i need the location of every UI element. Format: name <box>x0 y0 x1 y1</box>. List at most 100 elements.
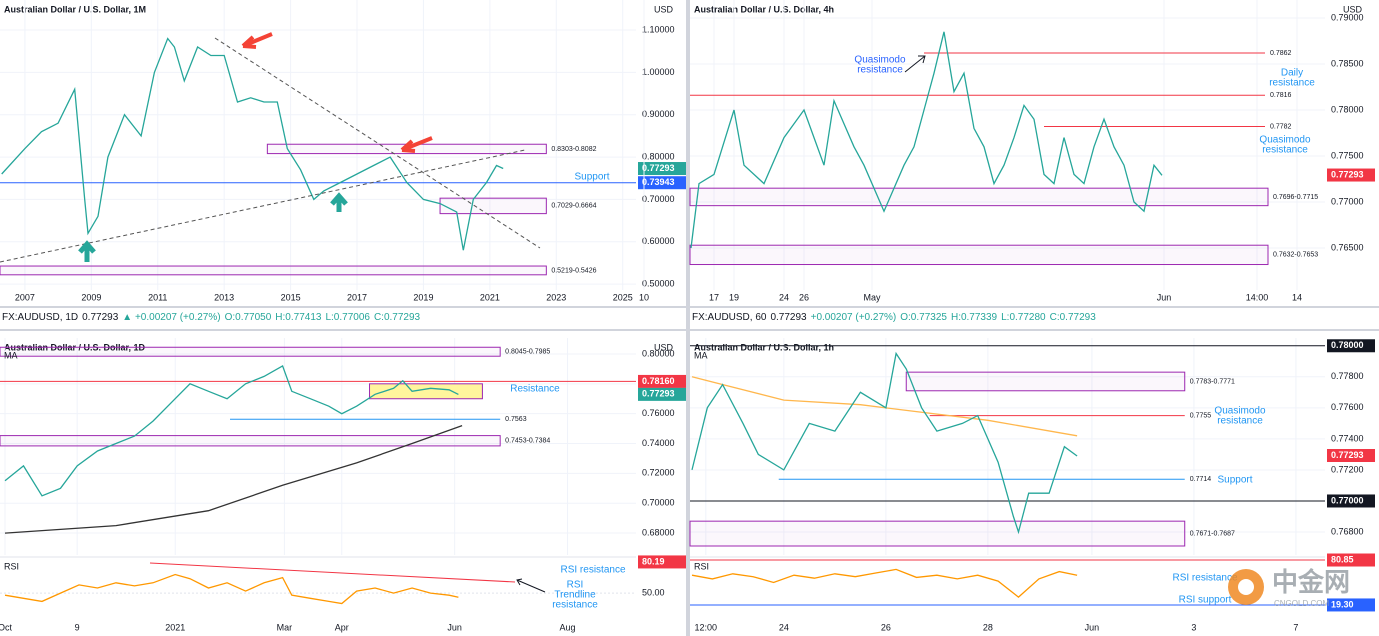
annotation: resistance <box>1269 78 1315 89</box>
arrow <box>78 240 96 262</box>
y-tick-label: 0.76800 <box>1331 526 1364 536</box>
level-label: 0.7862 <box>1270 50 1292 57</box>
chart-title: Australian Dollar / U.S. Dollar, 1h <box>694 342 834 352</box>
price-tag-label: 0.77293 <box>1331 450 1364 460</box>
logo <box>1238 579 1254 595</box>
annotation: RSI resistance <box>1172 573 1237 584</box>
arrow <box>330 192 348 212</box>
info-item: L:0.77006 <box>325 312 370 323</box>
x-tick-label: Aug <box>560 622 576 632</box>
zone <box>689 244 1269 266</box>
y-tick-label: 0.78500 <box>1331 58 1364 68</box>
annotation: resistance <box>1262 145 1308 156</box>
arrow <box>400 136 433 153</box>
price-tag-label: 80.85 <box>1331 554 1354 564</box>
price-tag-label: 0.78000 <box>1331 340 1364 350</box>
x-tick-label: 26 <box>799 292 809 302</box>
y-tick-label: 0.78000 <box>1331 104 1364 114</box>
x-tick-label: 2017 <box>347 292 367 302</box>
price-line <box>1 37 504 251</box>
info-item: FX:AUDUSD, 1D <box>2 312 79 323</box>
annotation: resistance <box>857 65 903 76</box>
y-tick-label: 0.79000 <box>1331 12 1364 22</box>
y-tick-label: 0.90000 <box>642 109 675 119</box>
y-tick-label: 0.77500 <box>1331 150 1364 160</box>
level-label: 0.7714 <box>1190 476 1212 483</box>
rsi-line <box>691 568 1078 598</box>
x-tick-label: 7 <box>1293 622 1298 632</box>
y-tick-label: 0.68000 <box>642 527 675 537</box>
arrow <box>904 55 926 73</box>
y-tick-label: 0.60000 <box>642 236 675 246</box>
x-tick-label: 2013 <box>214 292 234 302</box>
zone <box>0 346 501 357</box>
x-tick-label: 10 <box>639 292 649 302</box>
x-tick-label: Apr <box>335 622 349 632</box>
price-tag <box>1327 339 1375 353</box>
price-tag <box>1327 168 1375 182</box>
price-tag <box>1327 598 1375 612</box>
level-label: 0.7755 <box>1190 412 1212 419</box>
zone <box>689 187 1269 207</box>
x-tick-label: May <box>863 292 881 302</box>
y-tick-label: 1.00000 <box>642 67 675 77</box>
zone-label: 0.8303-0.8082 <box>551 146 596 153</box>
y-tick-label: 1.10000 <box>642 24 675 34</box>
price-tag-label: 0.77293 <box>642 389 675 399</box>
info-item: 0.77293 <box>82 312 119 323</box>
price-tag <box>638 176 686 190</box>
annotation: Quasimodo <box>1214 406 1266 417</box>
watermark-site: CNGOLD.COM <box>1274 599 1329 608</box>
info-item: H:0.77339 <box>950 312 998 323</box>
x-tick-label: Mar <box>277 622 293 632</box>
ma-label: MA <box>694 350 708 360</box>
zone-label: 0.7632-0.7653 <box>1273 252 1318 259</box>
info-item: O:0.77050 <box>224 312 272 323</box>
y-tick-label: 50.00 <box>642 588 665 598</box>
ma-line <box>4 424 463 534</box>
x-tick-label: 24 <box>779 622 789 632</box>
x-tick-label: 2009 <box>81 292 101 302</box>
separator <box>686 0 690 636</box>
annotation: resistance <box>1217 416 1263 427</box>
x-tick-label: 9 <box>75 622 80 632</box>
x-tick-label: 2023 <box>546 292 566 302</box>
rsi-label: RSI <box>694 561 709 571</box>
x-tick-label: 2021 <box>480 292 500 302</box>
info-item: ▲ +0.00207 (+0.27%) <box>122 312 221 323</box>
rsi-line <box>4 573 459 605</box>
info-item: C:0.77293 <box>1049 312 1096 323</box>
price-tag-label: 0.78160 <box>642 376 675 386</box>
price-line <box>691 351 1078 535</box>
level-label: 0.7782 <box>1270 123 1292 130</box>
zone <box>0 435 501 447</box>
separator <box>0 329 1379 331</box>
currency-label: USD <box>1343 4 1363 14</box>
y-tick-label: 0.50000 <box>642 278 675 288</box>
zone <box>0 265 547 276</box>
price-tag <box>638 387 686 401</box>
zone <box>369 383 483 400</box>
x-tick-label: 2015 <box>281 292 301 302</box>
zone-label: 0.5219-0.5426 <box>551 267 596 274</box>
separator <box>0 306 1379 308</box>
y-tick-label: 0.77800 <box>1331 371 1364 381</box>
watermark: 中金网 CNGOLD.COM <box>1228 567 1350 608</box>
annotation: RSI <box>567 580 584 591</box>
x-tick-label: 14:00 <box>1246 292 1269 302</box>
x-tick-label: 2021 <box>165 622 185 632</box>
x-tick-label: 26 <box>881 622 891 632</box>
price-tag <box>638 374 686 388</box>
y-tick-label: 0.80000 <box>642 151 675 161</box>
x-tick-label: 17 <box>709 292 719 302</box>
y-tick-label: 0.77200 <box>1331 464 1364 474</box>
y-tick-label: 0.76500 <box>1331 242 1364 252</box>
info-item: H:0.77413 <box>275 312 322 323</box>
info-item: 0.77293 <box>770 312 807 323</box>
price-tag <box>1327 494 1375 508</box>
symbol-info: FX:AUDUSD, 1D 0.77293 ▲ +0.00207 (+0.27%) O… <box>2 312 420 323</box>
y-tick-label: 0.74000 <box>642 438 675 448</box>
chart-title: Australian Dollar / U.S. Dollar, 1M <box>4 4 146 14</box>
x-tick-label: 2007 <box>15 292 35 302</box>
